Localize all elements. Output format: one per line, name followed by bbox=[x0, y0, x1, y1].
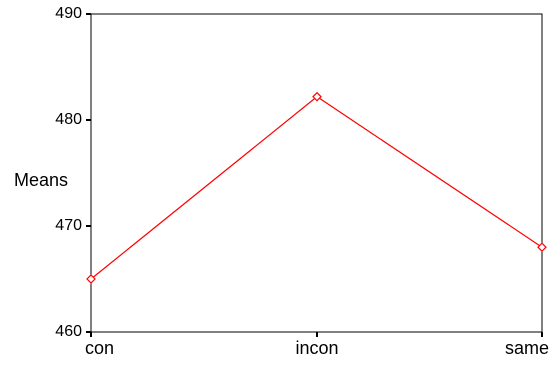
series-layer bbox=[86, 91, 547, 284]
y-tick-label: 470 bbox=[55, 217, 82, 234]
data-point-con bbox=[86, 274, 96, 284]
y-tick-label: 480 bbox=[55, 111, 82, 128]
x-tick-label-same: same bbox=[505, 338, 549, 358]
y-tick-label: 490 bbox=[55, 5, 82, 22]
data-point-incon bbox=[312, 91, 322, 102]
data-point-same bbox=[537, 242, 547, 253]
x-axis-ticks: con incon same bbox=[85, 332, 549, 358]
series-line bbox=[90, 95, 543, 280]
x-tick-label-con: con bbox=[85, 338, 114, 358]
y-axis-ticks: 460 470 480 490 bbox=[55, 5, 91, 340]
y-axis-label: Means bbox=[14, 170, 68, 190]
plot-frame bbox=[90, 13, 543, 333]
y-tick-label: 460 bbox=[55, 323, 82, 340]
x-tick-label-incon: incon bbox=[295, 338, 338, 358]
